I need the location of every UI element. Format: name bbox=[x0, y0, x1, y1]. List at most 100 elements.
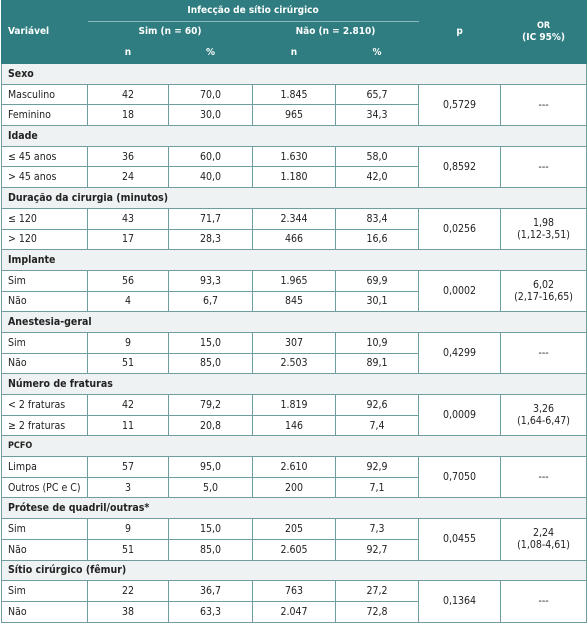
no-pct: 7,3 bbox=[334, 518, 420, 540]
yes-pct: 36,7 bbox=[168, 580, 253, 602]
no-n: 1.630 bbox=[252, 145, 336, 168]
p-value: 0,0002 bbox=[418, 269, 502, 313]
group-title-row: Prótese de quadril/outras* bbox=[0, 497, 587, 520]
row-label: ≥ 2 fraturas bbox=[1, 414, 88, 437]
group-title-row: Número de fraturas bbox=[0, 373, 587, 395]
no-n: 307 bbox=[252, 331, 336, 354]
yes-n: 9 bbox=[87, 331, 169, 354]
yes-pct: 71,7 bbox=[168, 207, 253, 230]
no-n: 965 bbox=[252, 104, 336, 127]
row-label: Sim bbox=[1, 518, 88, 540]
yes-n: 36 bbox=[87, 145, 169, 168]
odds-ratio: --- bbox=[500, 145, 587, 189]
p-value: 0,0009 bbox=[418, 393, 502, 437]
odds-ratio: 6,02 (2,17-16,65) bbox=[500, 269, 587, 313]
no-n: 763 bbox=[252, 580, 336, 602]
no-n: 2.503 bbox=[252, 352, 336, 375]
yes-n: 4 bbox=[87, 290, 169, 313]
p-value: 0,0256 bbox=[418, 207, 502, 251]
no-pct: 58,0 bbox=[334, 145, 420, 168]
no-pct: 89,1 bbox=[334, 352, 420, 375]
no-n: 205 bbox=[252, 518, 336, 540]
yes-n: 42 bbox=[87, 394, 169, 416]
no-pct: 7,1 bbox=[334, 476, 420, 499]
odds-ratio-line: 2,24 bbox=[533, 527, 555, 540]
row-label: Não bbox=[1, 538, 88, 561]
no-n: 1.819 bbox=[252, 394, 336, 416]
group-title-row: Sítio cirúrgico (fêmur) bbox=[0, 559, 587, 582]
no-pct: 10,9 bbox=[334, 331, 420, 354]
header-pct: % bbox=[168, 42, 253, 64]
no-pct: 92,6 bbox=[334, 394, 420, 416]
group-title: Idade bbox=[0, 125, 587, 147]
data-row: Feminino 18 30,0 965 34,3 bbox=[1, 104, 587, 127]
yes-pct: 60,0 bbox=[168, 145, 253, 168]
odds-ratio-line: 3,26 bbox=[533, 403, 555, 416]
yes-n: 11 bbox=[87, 414, 169, 437]
row-label: Não bbox=[1, 290, 88, 313]
no-n: 2.605 bbox=[252, 538, 336, 561]
odds-ratio-line: --- bbox=[538, 160, 549, 173]
group-title-row: PCFO bbox=[0, 435, 587, 458]
no-pct: 34,3 bbox=[334, 104, 420, 127]
yes-n: 3 bbox=[87, 476, 169, 499]
data-row: Não 51 85,0 2.503 89,1 bbox=[1, 352, 587, 375]
odds-ratio-line: --- bbox=[538, 347, 549, 360]
odds-ratio: --- bbox=[500, 83, 587, 127]
p-value: 0,5729 bbox=[418, 83, 502, 127]
yes-pct: 15,0 bbox=[168, 518, 253, 540]
yes-n: 57 bbox=[87, 456, 169, 478]
yes-pct: 40,0 bbox=[168, 166, 253, 189]
yes-pct: 20,8 bbox=[168, 414, 253, 437]
row-label: ≤ 120 bbox=[1, 207, 88, 230]
yes-pct: 63,3 bbox=[168, 600, 253, 623]
no-pct: 16,6 bbox=[334, 228, 420, 251]
yes-n: 17 bbox=[87, 228, 169, 251]
odds-ratio-line: 1,98 bbox=[533, 217, 555, 229]
table-header: Variável Infecção de sítio cirúrgico p O… bbox=[1, 0, 587, 64]
yes-pct: 5,0 bbox=[168, 476, 253, 499]
yes-pct: 15,0 bbox=[168, 331, 253, 354]
yes-pct: 30,0 bbox=[168, 104, 253, 127]
yes-pct: 85,0 bbox=[168, 352, 253, 375]
group-title-row: Duração da cirurgia (minutos) bbox=[0, 187, 587, 209]
group-title-row: Idade bbox=[0, 125, 587, 147]
group-title: Anestesia-geral bbox=[0, 311, 587, 333]
odds-ratio: 2,24 (1,08-4,61) bbox=[500, 518, 587, 561]
yes-pct: 85,0 bbox=[168, 538, 253, 561]
data-row: Outros (PC e C) 3 5,0 200 7,1 bbox=[1, 476, 587, 499]
yes-pct: 6,7 bbox=[168, 290, 253, 313]
odds-ratio: --- bbox=[500, 580, 587, 623]
no-n: 1.845 bbox=[252, 83, 336, 106]
data-row: Masculino 42 70,0 1.845 65,7 0,5729 --- bbox=[1, 83, 587, 127]
yes-n: 38 bbox=[87, 600, 169, 623]
row-label: Feminino bbox=[1, 104, 88, 127]
header-n: n bbox=[87, 42, 169, 64]
header-group: Infecção de sítio cirúrgico bbox=[86, 0, 420, 22]
header-n: n bbox=[252, 42, 336, 64]
odds-ratio-line: --- bbox=[538, 595, 549, 608]
group-title-row: Sexo bbox=[0, 63, 587, 85]
odds-ratio-line: 6,02 bbox=[533, 279, 555, 292]
odds-ratio-line: --- bbox=[538, 471, 549, 484]
group-title: PCFO bbox=[0, 435, 587, 458]
data-row: Não 38 63,3 2.047 72,8 bbox=[1, 600, 587, 623]
data-row: ≤ 45 anos 36 60,0 1.630 58,0 0,8592 --- bbox=[1, 145, 587, 189]
odds-ratio: 1,98 (1,12-3,51) bbox=[500, 207, 587, 251]
no-n: 1.180 bbox=[252, 166, 336, 189]
group-title-row: Anestesia-geral bbox=[0, 311, 587, 333]
no-pct: 83,4 bbox=[334, 207, 420, 230]
yes-n: 56 bbox=[87, 269, 169, 292]
no-pct: 30,1 bbox=[334, 290, 420, 313]
data-row: ≤ 120 43 71,7 2.344 83,4 0,0256 1,98 (1,12-3,51… bbox=[1, 207, 587, 251]
group-title: Sexo bbox=[0, 63, 587, 85]
yes-n: 18 bbox=[87, 104, 169, 127]
p-value: 0,7050 bbox=[418, 456, 502, 499]
no-n: 2.610 bbox=[252, 456, 336, 478]
yes-pct: 93,3 bbox=[168, 269, 253, 292]
group-title: Sítio cirúrgico (fêmur) bbox=[0, 559, 587, 582]
odds-ratio-line: (1,08-4,61) bbox=[517, 539, 570, 552]
group-title: Duração da cirurgia (minutos) bbox=[0, 187, 587, 209]
row-label: Não bbox=[1, 600, 88, 623]
